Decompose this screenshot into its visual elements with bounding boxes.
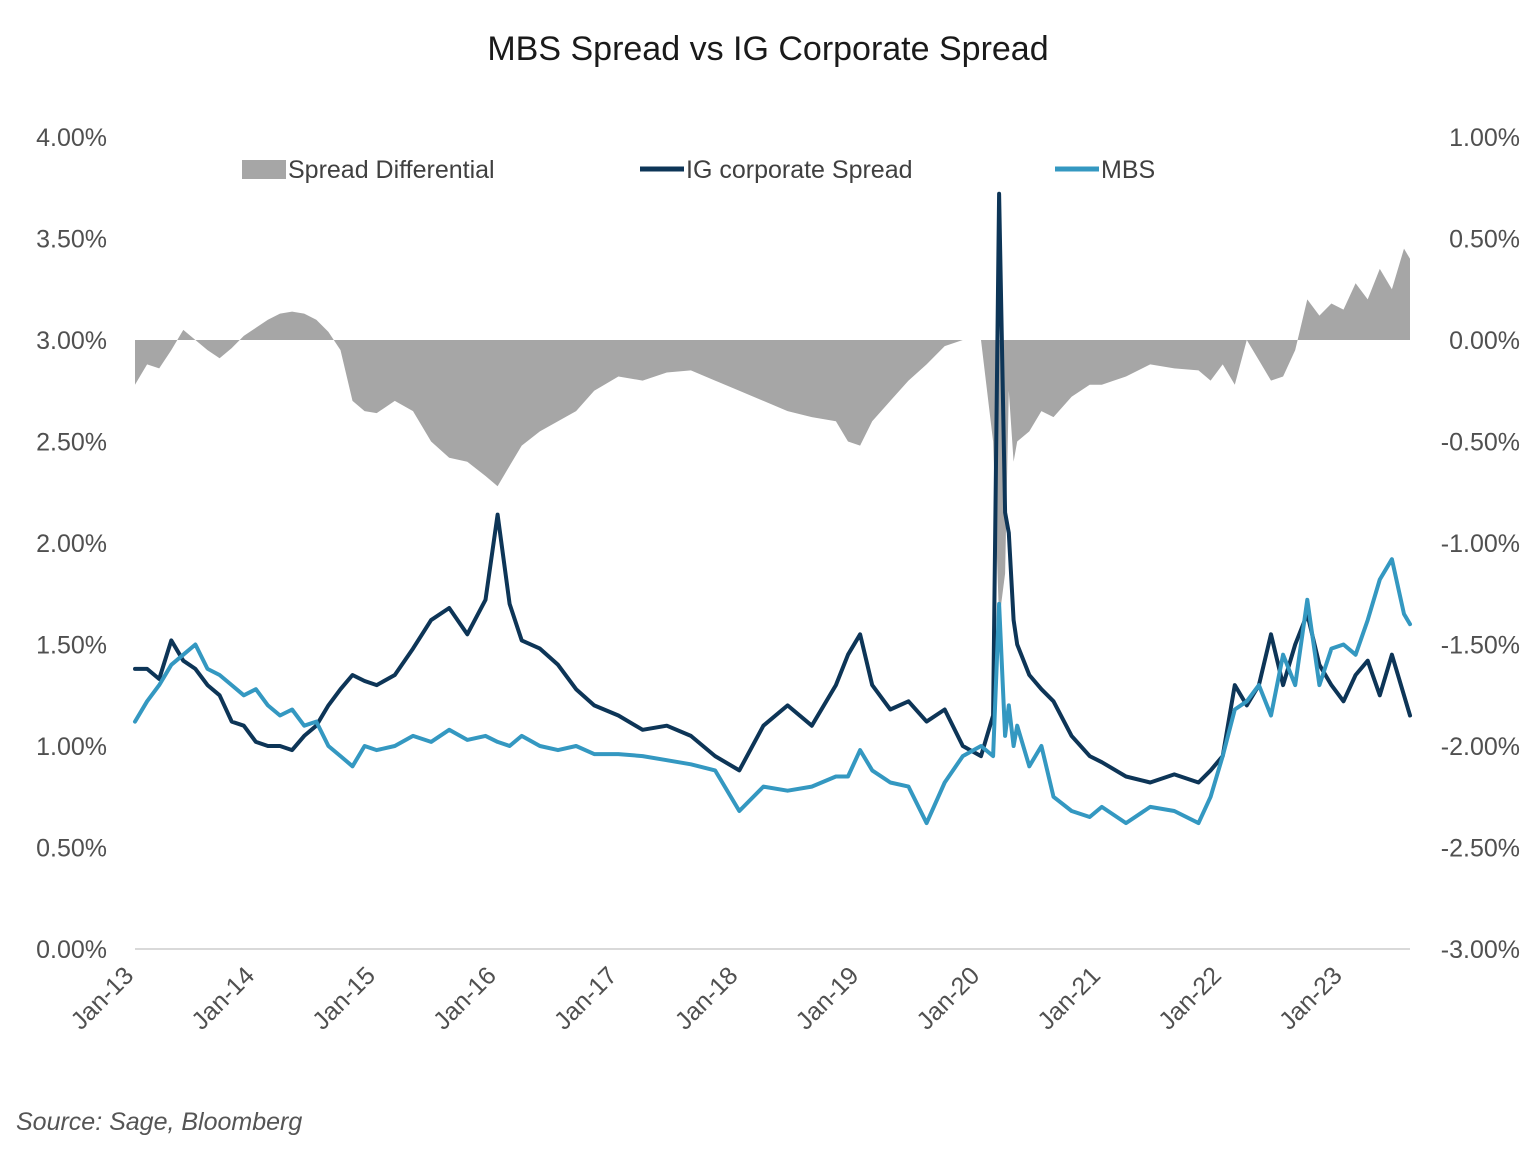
right-tick-label: 1.00%: [1449, 124, 1520, 152]
right-tick-label: -1.00%: [1441, 530, 1520, 558]
right-tick-label: 0.50%: [1449, 226, 1520, 254]
legend-label: IG corporate Spread: [686, 156, 913, 184]
x-axis: Jan-13 Jan-14 Jan-15 Jan-16 Jan-17 Jan-18 Jan-…: [65, 961, 1347, 1035]
right-tick-label: -1.50%: [1441, 632, 1520, 660]
legend-item-mbs: MBS: [1055, 156, 1155, 184]
legend-label: MBS: [1101, 156, 1155, 184]
left-tick-label: 3.50%: [36, 226, 107, 254]
line-layer: [133, 191, 1412, 826]
spread-differential-area: [135, 248, 1410, 621]
right-tick-label: 0.00%: [1449, 327, 1520, 355]
x-tick-label: Jan-22: [1153, 961, 1227, 1035]
area-layer: [135, 248, 1410, 621]
legend-item-spread-differential: Spread Differential: [242, 156, 495, 184]
left-tick-label: 1.00%: [36, 733, 107, 761]
right-tick-label: -0.50%: [1441, 429, 1520, 457]
left-y-axis: 0.00% 0.50% 1.00% 1.50% 2.00% 2.50% 3.00% 3.50%…: [36, 124, 107, 964]
left-tick-label: 4.00%: [36, 124, 107, 152]
left-tick-label: 0.50%: [36, 835, 107, 863]
left-tick-label: 2.00%: [36, 530, 107, 558]
right-tick-label: -3.00%: [1441, 936, 1520, 964]
x-tick-label: Jan-20: [911, 961, 985, 1035]
x-tick-label: Jan-23: [1274, 961, 1348, 1035]
x-tick-label: Jan-14: [186, 961, 260, 1035]
source-note: Source: Sage, Bloomberg: [16, 1108, 303, 1136]
legend: Spread Differential IG corporate Spread MB…: [242, 156, 1155, 184]
x-tick-label: Jan-18: [670, 961, 744, 1035]
right-tick-label: -2.00%: [1441, 733, 1520, 761]
x-tick-label: Jan-13: [65, 961, 139, 1035]
x-tick-label: Jan-19: [791, 961, 865, 1035]
mbs-line: [133, 557, 1412, 826]
legend-swatch: [242, 160, 286, 179]
chart-title: MBS Spread vs IG Corporate Spread: [487, 30, 1049, 68]
legend-label: Spread Differential: [288, 156, 495, 184]
left-tick-label: 0.00%: [36, 936, 107, 964]
left-tick-label: 1.50%: [36, 632, 107, 660]
left-tick-label: 2.50%: [36, 429, 107, 457]
right-tick-label: -2.50%: [1441, 835, 1520, 863]
left-tick-label: 3.00%: [36, 327, 107, 355]
x-tick-label: Jan-16: [428, 961, 502, 1035]
right-y-axis: -3.00% -2.50% -2.00% -1.50% -1.00% -0.50% 0.00…: [1441, 124, 1520, 964]
legend-item-ig-corporate-spread: IG corporate Spread: [640, 156, 913, 184]
x-tick-label: Jan-15: [307, 961, 381, 1035]
x-tick-label: Jan-21: [1032, 961, 1106, 1035]
x-tick-label: Jan-17: [549, 961, 623, 1035]
ig-corporate-spread-line: [133, 191, 1412, 785]
